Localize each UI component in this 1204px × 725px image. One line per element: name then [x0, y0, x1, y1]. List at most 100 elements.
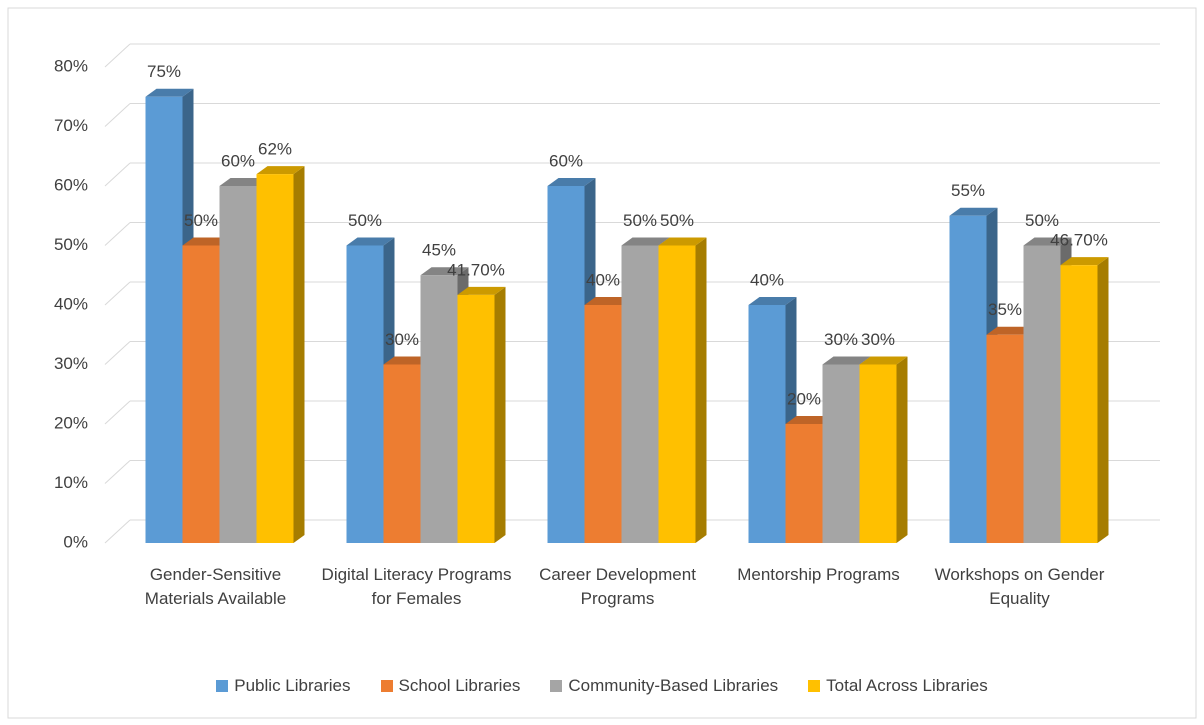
bar-top: [182, 237, 231, 246]
data-label: 30%: [861, 330, 895, 349]
data-label: 60%: [221, 151, 255, 170]
bar-top: [547, 178, 596, 186]
data-label: 62%: [258, 140, 292, 159]
bar-front: [949, 215, 987, 543]
data-label: 45%: [422, 241, 456, 260]
legend-label: School Libraries: [398, 676, 521, 695]
bar-top: [986, 326, 1035, 335]
x-tick-label: Career Development Programs: [539, 565, 696, 608]
bar-top: [785, 416, 834, 424]
grid-line: [104, 162, 1160, 187]
x-tick-label: Mentorship Programs: [737, 565, 900, 584]
bar-front: [145, 96, 183, 543]
data-label: 60%: [549, 151, 583, 170]
bar-front: [1060, 265, 1098, 543]
y-tick-label: 20%: [54, 413, 88, 432]
bar-side: [695, 237, 707, 543]
bar-top: [621, 237, 670, 246]
grid-line-side: [104, 460, 131, 484]
legend-swatch: [216, 680, 229, 692]
bar-top: [383, 356, 432, 365]
bar-top: [658, 237, 707, 246]
data-label: 46.70%: [1050, 231, 1108, 250]
y-tick-label: 10%: [54, 473, 88, 492]
grid-line-side: [104, 222, 131, 246]
bar-front: [256, 174, 294, 543]
bar-front: [785, 424, 823, 543]
data-label: 30%: [824, 330, 858, 349]
legend-item: Public Libraries: [216, 676, 351, 696]
bar-front: [457, 294, 495, 543]
bar-front: [420, 275, 458, 543]
grid-line-side: [104, 43, 131, 68]
grid-line-side: [104, 103, 131, 127]
bar-front: [219, 186, 257, 543]
data-label: 40%: [750, 270, 784, 289]
bar-front: [822, 364, 860, 543]
bar-top: [346, 237, 395, 246]
y-tick-label: 60%: [54, 175, 88, 194]
bar-top: [822, 356, 871, 365]
grid-line: [104, 43, 1160, 68]
data-label: 55%: [951, 181, 985, 200]
bar-top: [457, 286, 506, 295]
bar-front: [584, 305, 622, 543]
bar-top: [219, 178, 268, 186]
data-label: 50%: [660, 211, 694, 230]
data-label: 50%: [1025, 211, 1059, 230]
bar-top: [256, 166, 305, 175]
y-tick-label: 30%: [54, 354, 88, 373]
data-label: 30%: [385, 330, 419, 349]
bar: [457, 286, 506, 543]
data-label: 40%: [586, 270, 620, 289]
bar-side: [896, 356, 908, 543]
x-tick-label: Digital Literacy Programs for Females: [321, 565, 512, 608]
y-tick-label: 50%: [54, 235, 88, 254]
bar-top: [748, 297, 797, 305]
y-tick-label: 40%: [54, 294, 88, 313]
bar-front: [346, 245, 384, 543]
bar-front: [621, 245, 659, 543]
data-label: 20%: [787, 389, 821, 408]
bar-side: [293, 166, 305, 543]
legend-swatch: [808, 680, 821, 692]
legend-label: Total Across Libraries: [826, 676, 988, 695]
bar-top: [1023, 237, 1072, 246]
bar-top: [584, 297, 633, 305]
legend-item: School Libraries: [380, 676, 521, 696]
data-label: 50%: [348, 211, 382, 230]
bar-front: [383, 364, 421, 543]
bar: [256, 166, 305, 543]
bar: [658, 237, 707, 543]
bar-front: [748, 305, 786, 543]
bar-top: [420, 267, 469, 276]
bar-side: [494, 286, 506, 543]
data-label: 41.70%: [447, 260, 505, 279]
bar-top: [859, 356, 908, 365]
data-label: 35%: [988, 300, 1022, 319]
bar-front: [547, 186, 585, 543]
bar-front: [1023, 245, 1061, 543]
grid-line-side: [104, 281, 131, 306]
bar-side: [1097, 257, 1109, 543]
y-tick-label: 80%: [54, 56, 88, 75]
grid-line-side: [104, 400, 131, 425]
grid-line-side: [104, 341, 131, 365]
legend: Public Libraries School Libraries Communit…: [0, 676, 1204, 696]
data-label: 75%: [147, 62, 181, 81]
x-tick-label: Workshops on Gender Equality: [934, 565, 1105, 608]
grid-line: [104, 103, 1160, 127]
legend-label: Public Libraries: [234, 676, 351, 695]
bar-top: [1060, 257, 1109, 266]
bar: [859, 356, 908, 543]
data-label: 50%: [623, 211, 657, 230]
data-label: 50%: [184, 211, 218, 230]
legend-swatch: [550, 680, 563, 692]
bar-front: [986, 334, 1024, 543]
grid-line-side: [104, 519, 131, 544]
bar-front: [182, 245, 220, 543]
grid-line-side: [104, 162, 131, 187]
bar-front: [859, 364, 897, 543]
